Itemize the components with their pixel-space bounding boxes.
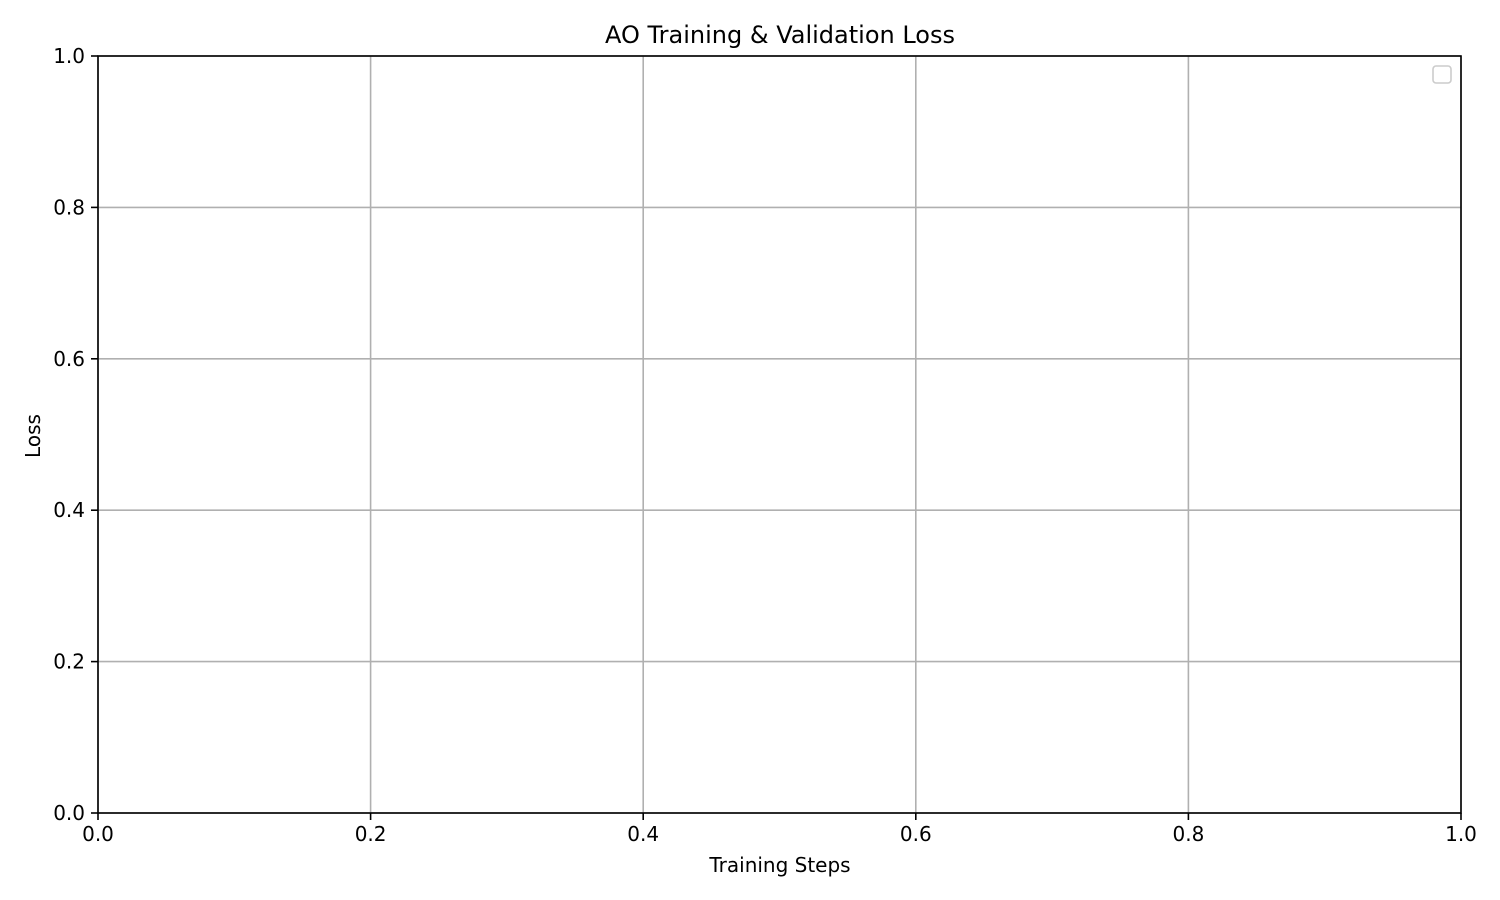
axes-frame	[97, 55, 1462, 814]
x-axis-label: Training Steps	[708, 853, 850, 877]
x-tick-label: 0.0	[82, 822, 114, 846]
chart-title: AO Training & Validation Loss	[605, 21, 955, 49]
grid-lines	[97, 55, 1462, 814]
y-tick-label: 0.4	[53, 498, 85, 522]
axis-ticks: 0.0 0.2 0.4 0.6 0.8 1.0 0.0 0.2 0.4 0.6 0.8 1.0	[53, 44, 1477, 846]
y-tick-label: 0.2	[53, 650, 85, 674]
legend	[1432, 65, 1452, 84]
y-tick-label: 1.0	[53, 44, 85, 68]
x-tick-label: 0.4	[627, 822, 659, 846]
y-tick-label: 0.8	[53, 195, 85, 219]
x-tick-label: 0.6	[900, 822, 932, 846]
x-tick-label: 1.0	[1445, 822, 1477, 846]
x-tick-label: 0.2	[355, 822, 387, 846]
y-tick-label: 0.6	[53, 347, 85, 371]
y-tick-label: 0.0	[53, 801, 85, 825]
x-tick-label: 0.8	[1172, 822, 1204, 846]
y-axis-label: Loss	[21, 414, 45, 458]
